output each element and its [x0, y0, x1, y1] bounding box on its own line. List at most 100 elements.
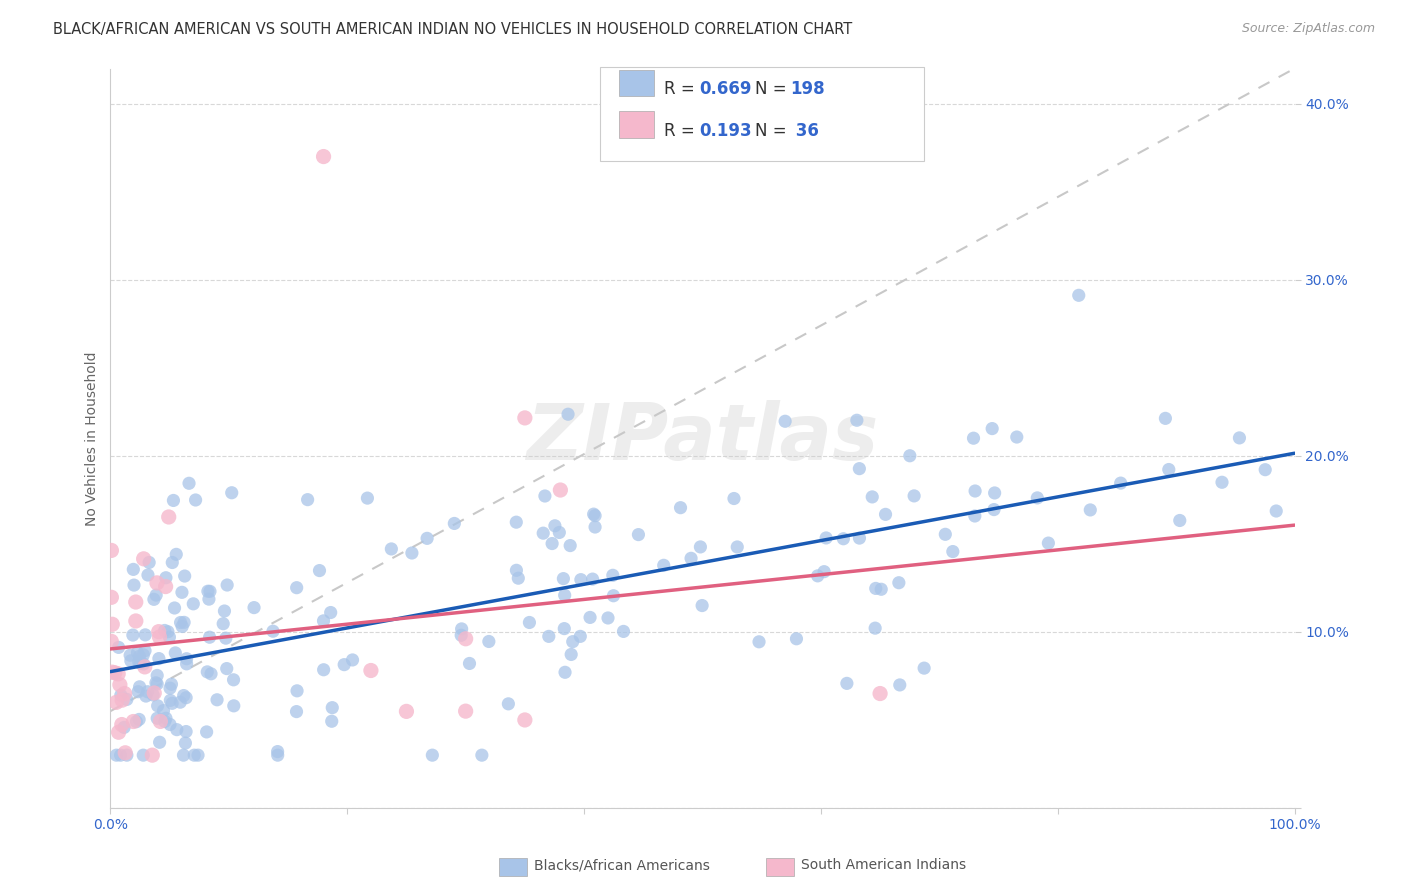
Point — [652, 558, 675, 573]
Point — [114, 746, 136, 760]
Point — [1229, 431, 1251, 445]
Point — [138, 556, 160, 570]
Point — [160, 677, 183, 691]
Point — [602, 568, 624, 582]
Point — [195, 725, 218, 739]
Point — [267, 748, 290, 763]
Point — [1265, 504, 1288, 518]
Point — [681, 551, 703, 566]
Point — [166, 723, 188, 737]
Point — [101, 617, 124, 632]
Point — [128, 713, 150, 727]
Point — [121, 628, 143, 642]
Point — [104, 665, 127, 680]
Point — [132, 551, 155, 566]
Point — [141, 748, 163, 763]
Point — [115, 748, 138, 763]
Point — [115, 692, 138, 706]
Point — [312, 614, 335, 628]
Point — [669, 500, 692, 515]
Point — [962, 431, 984, 445]
Point — [159, 681, 181, 695]
Point — [100, 543, 122, 558]
Point — [212, 616, 235, 631]
Point — [176, 651, 198, 665]
Point — [807, 569, 830, 583]
Point — [1067, 288, 1090, 302]
Point — [132, 657, 155, 671]
Point — [100, 634, 122, 648]
Point — [125, 614, 148, 628]
Point — [458, 657, 481, 671]
Point — [146, 698, 169, 713]
Point — [832, 532, 855, 546]
Point — [197, 584, 219, 599]
Point — [174, 736, 197, 750]
Point — [553, 622, 575, 636]
Point — [380, 541, 402, 556]
Point — [162, 493, 184, 508]
Point — [100, 591, 122, 605]
Point — [870, 582, 893, 597]
Point — [172, 748, 194, 763]
Text: 0.669: 0.669 — [699, 80, 751, 98]
Point — [454, 704, 477, 718]
Point — [215, 662, 238, 676]
Point — [105, 695, 128, 709]
Point — [1157, 462, 1180, 476]
Point — [217, 578, 239, 592]
Point — [198, 592, 221, 607]
Point — [534, 489, 557, 503]
Point — [172, 619, 194, 633]
Point — [312, 150, 335, 164]
Point — [173, 689, 195, 703]
Point — [554, 588, 576, 602]
Point — [285, 705, 308, 719]
Point — [129, 656, 152, 670]
Point — [127, 646, 149, 660]
Point — [319, 606, 342, 620]
Point — [1005, 430, 1028, 444]
Point — [553, 572, 575, 586]
Point — [174, 724, 197, 739]
Point — [869, 687, 891, 701]
Point — [863, 621, 886, 635]
Y-axis label: No Vehicles in Household: No Vehicles in Household — [86, 351, 100, 525]
Point — [221, 485, 243, 500]
Point — [602, 589, 624, 603]
Point — [145, 588, 167, 602]
Point — [148, 630, 170, 644]
Point — [146, 677, 169, 691]
Point — [454, 632, 477, 646]
Point — [333, 657, 356, 672]
Point — [134, 660, 156, 674]
Point — [125, 595, 148, 609]
Point — [155, 571, 177, 585]
Point — [450, 628, 472, 642]
Point — [560, 539, 582, 553]
Point — [1038, 536, 1060, 550]
Point — [153, 624, 176, 638]
Point — [174, 690, 197, 705]
Point — [173, 615, 195, 630]
Point — [583, 508, 606, 523]
Point — [146, 668, 169, 682]
Point — [243, 600, 266, 615]
Point — [689, 540, 711, 554]
Point — [149, 714, 172, 729]
Point — [401, 546, 423, 560]
Point — [127, 684, 149, 698]
Point — [321, 700, 343, 714]
Point — [169, 695, 191, 709]
Point — [112, 720, 135, 734]
Point — [416, 532, 439, 546]
Point — [266, 745, 288, 759]
Point — [723, 491, 745, 506]
Text: 36: 36 — [790, 122, 820, 140]
Point — [122, 578, 145, 592]
Point — [548, 525, 571, 540]
Point — [835, 676, 858, 690]
Point — [148, 651, 170, 665]
Point — [145, 675, 167, 690]
Point — [285, 683, 308, 698]
